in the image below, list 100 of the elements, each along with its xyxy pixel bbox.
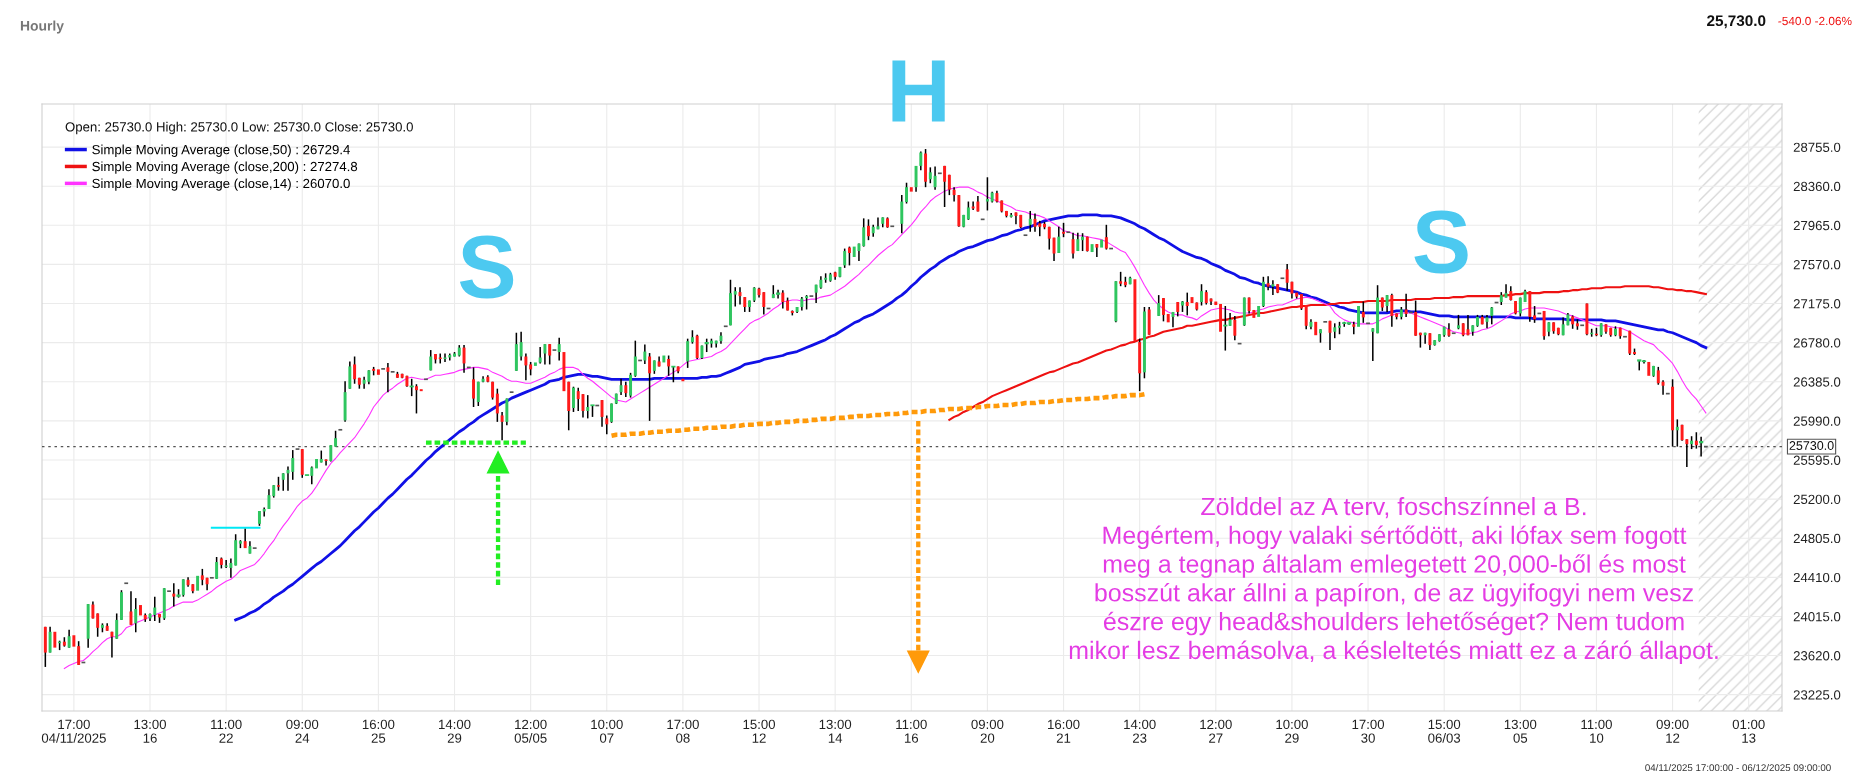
candlestick bbox=[505, 397, 509, 427]
candlestick bbox=[438, 352, 442, 365]
candlestick bbox=[543, 343, 547, 366]
candlestick bbox=[1628, 329, 1632, 356]
x-tick-label: 17:00 08 bbox=[667, 719, 699, 743]
candlestick bbox=[134, 597, 138, 634]
candlestick bbox=[662, 355, 666, 363]
candlestick bbox=[633, 339, 637, 378]
y-tick-label: 25595.0 bbox=[1793, 455, 1841, 465]
candlestick bbox=[914, 165, 918, 193]
candlestick bbox=[215, 556, 219, 580]
candlestick bbox=[686, 337, 690, 369]
y-tick-label: 25200.0 bbox=[1793, 494, 1841, 505]
candlestick bbox=[229, 557, 233, 579]
candlestick bbox=[1579, 324, 1585, 327]
candlestick bbox=[386, 362, 390, 393]
candlestick bbox=[423, 378, 429, 381]
candlestick bbox=[648, 352, 652, 422]
candlestick bbox=[862, 217, 866, 248]
candlestick bbox=[1181, 300, 1184, 313]
candlestick bbox=[1100, 239, 1104, 248]
y-tick-label: 25990.0 bbox=[1793, 416, 1841, 426]
candlestick bbox=[900, 194, 904, 234]
candlestick bbox=[605, 414, 609, 436]
candlestick bbox=[562, 352, 566, 392]
candlestick bbox=[1404, 292, 1408, 318]
candlestick bbox=[153, 595, 157, 622]
y-tick-label: 23620.0 bbox=[1793, 651, 1841, 661]
candlestick bbox=[1352, 321, 1356, 335]
candlestick bbox=[548, 343, 552, 366]
candlestick bbox=[643, 343, 647, 365]
candlestick bbox=[886, 216, 889, 229]
candlestick bbox=[1161, 297, 1165, 323]
candlestick bbox=[1661, 379, 1665, 396]
candlestick bbox=[123, 582, 129, 585]
candlestick bbox=[866, 218, 870, 241]
candlestick bbox=[277, 476, 280, 492]
candlestick bbox=[1365, 322, 1371, 325]
candlestick bbox=[500, 411, 504, 441]
candlestick bbox=[1090, 244, 1094, 253]
candlestick bbox=[476, 380, 480, 407]
y-tick-label: 23225.0 bbox=[1793, 690, 1841, 700]
x-tick-label: 09:00 24 bbox=[286, 719, 319, 743]
candlestick bbox=[937, 172, 943, 175]
candlestick bbox=[519, 330, 523, 362]
legend-label: Simple Moving Average (close,14) : 26070.0 bbox=[92, 178, 350, 191]
y-tick-label: 24015.0 bbox=[1793, 612, 1841, 622]
candlestick bbox=[847, 245, 851, 267]
candlestick bbox=[376, 369, 380, 375]
candlestick bbox=[1456, 314, 1460, 331]
annotation: H bbox=[892, 60, 945, 122]
legend-label: Simple Moving Average (close,50) : 26729.4 bbox=[92, 144, 350, 157]
candlestick bbox=[933, 165, 937, 191]
x-tick-label: 11:00 22 bbox=[211, 719, 242, 743]
candlestick bbox=[209, 576, 215, 579]
x-tick-label: 16:00 25 bbox=[362, 719, 395, 743]
x-tick-label: 15:00 06/03 bbox=[1428, 719, 1461, 743]
candlestick bbox=[419, 389, 423, 392]
candlestick bbox=[966, 200, 970, 221]
candlestick bbox=[1266, 275, 1270, 291]
candlestick bbox=[158, 613, 161, 624]
x-tick-label: 01:00 13 bbox=[1732, 719, 1765, 743]
candlestick bbox=[172, 582, 176, 608]
candlestick bbox=[96, 612, 100, 638]
annotation: Zölddel az A terv, foschszínnel a B. Megértem, hogy valaki sértődött, aki lófax sem fogott meg a tegnap általam emlegetett 20,000-ből és most bosszút akar állni a papíron, de az ügyifogyi nem vesz észre egy head&shoulders lehetőséget? Nem tudom mikor lesz bemásolva, a késleltetés miatt ez a záró állapot. bbox=[1069, 496, 1718, 665]
candlestick bbox=[905, 181, 908, 205]
candlestick bbox=[1647, 361, 1651, 376]
candlestick bbox=[1257, 306, 1261, 317]
candlestick bbox=[943, 165, 947, 208]
candlestick bbox=[1675, 418, 1679, 448]
candlestick bbox=[1319, 328, 1322, 344]
x-tick-label: 12:00 05/05 bbox=[514, 719, 547, 743]
candlestick bbox=[1338, 321, 1341, 335]
candlestick bbox=[110, 631, 114, 659]
candlestick bbox=[667, 354, 671, 377]
y-tick-label: 27570.0 bbox=[1793, 259, 1841, 270]
candlestick bbox=[462, 344, 466, 374]
x-tick-label: 13:00 14 bbox=[819, 719, 852, 743]
x-tick-label: 13:00 16 bbox=[134, 719, 166, 743]
candlestick bbox=[1390, 292, 1394, 328]
text: -540.0 -2.06% bbox=[1778, 16, 1852, 26]
candlestick bbox=[1622, 335, 1628, 338]
candlestick bbox=[53, 631, 57, 648]
x-tick-label: 17:00 04/11/2025 bbox=[41, 719, 106, 743]
candlestick bbox=[1157, 294, 1161, 317]
candlestick bbox=[1095, 243, 1099, 258]
candlestick bbox=[1637, 359, 1642, 372]
candlestick bbox=[1219, 304, 1223, 332]
candlestick bbox=[1371, 327, 1375, 362]
candlestick bbox=[533, 362, 537, 366]
candlestick bbox=[1166, 313, 1170, 323]
y-tick-label: 26780.0 bbox=[1793, 338, 1841, 348]
annotation: S bbox=[459, 235, 514, 299]
legend-label: Simple Moving Average (close,200) : 27274.8 bbox=[92, 161, 358, 174]
candlestick bbox=[909, 187, 913, 192]
candlestick bbox=[119, 589, 123, 621]
candlestick bbox=[1104, 224, 1108, 251]
annotation: Open: 25730.0 High: 25730.0 Low: 25730.0 Close: 25730.0 bbox=[65, 121, 413, 135]
candlestick bbox=[852, 246, 856, 257]
candlestick bbox=[1200, 283, 1203, 307]
